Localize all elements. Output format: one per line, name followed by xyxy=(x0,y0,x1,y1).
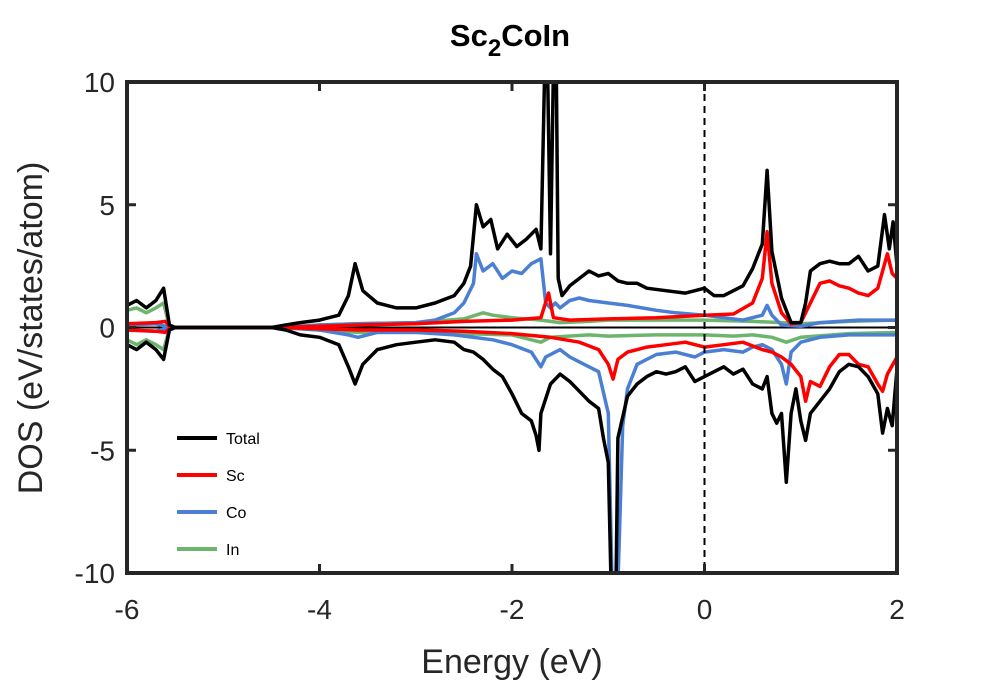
legend-item-total: Total xyxy=(177,431,260,448)
series-sc-down xyxy=(127,325,897,403)
legend-item-in: In xyxy=(177,542,239,559)
legend-label: Co xyxy=(226,505,247,522)
y-tick-label: 10 xyxy=(84,67,115,98)
series-total-down xyxy=(127,325,897,573)
series-total-up xyxy=(127,82,897,330)
series-co-up xyxy=(127,252,897,330)
x-tick-label: -2 xyxy=(500,594,525,625)
y-tick-label: -10 xyxy=(75,558,115,589)
y-tick-label: 0 xyxy=(99,313,115,344)
legend-label: In xyxy=(226,542,239,559)
legend-item-sc: Sc xyxy=(177,468,245,485)
series-sc-up xyxy=(127,230,897,330)
x-tick-label: 0 xyxy=(697,594,713,625)
y-tick-label: -5 xyxy=(90,435,115,466)
x-tick-label: -4 xyxy=(307,594,332,625)
legend-label: Sc xyxy=(226,468,245,485)
series-co-down xyxy=(127,325,897,573)
series-layer xyxy=(127,82,897,573)
legend-label: Total xyxy=(226,431,260,448)
ticks-layer: -6 -4 -2 0 2 10 5 0 -5 -10 xyxy=(75,67,905,625)
chart-title: Sc2CoIn xyxy=(450,18,570,62)
y-axis-label: DOS (eV/states/atom) xyxy=(12,162,50,495)
x-axis-label: Energy (eV) xyxy=(421,643,602,681)
legend-item-co: Co xyxy=(177,505,247,522)
legend: Total Sc Co In xyxy=(177,431,260,559)
x-tick-label: -6 xyxy=(115,594,140,625)
x-tick-label: 2 xyxy=(889,594,905,625)
y-tick-label: 5 xyxy=(99,190,115,221)
